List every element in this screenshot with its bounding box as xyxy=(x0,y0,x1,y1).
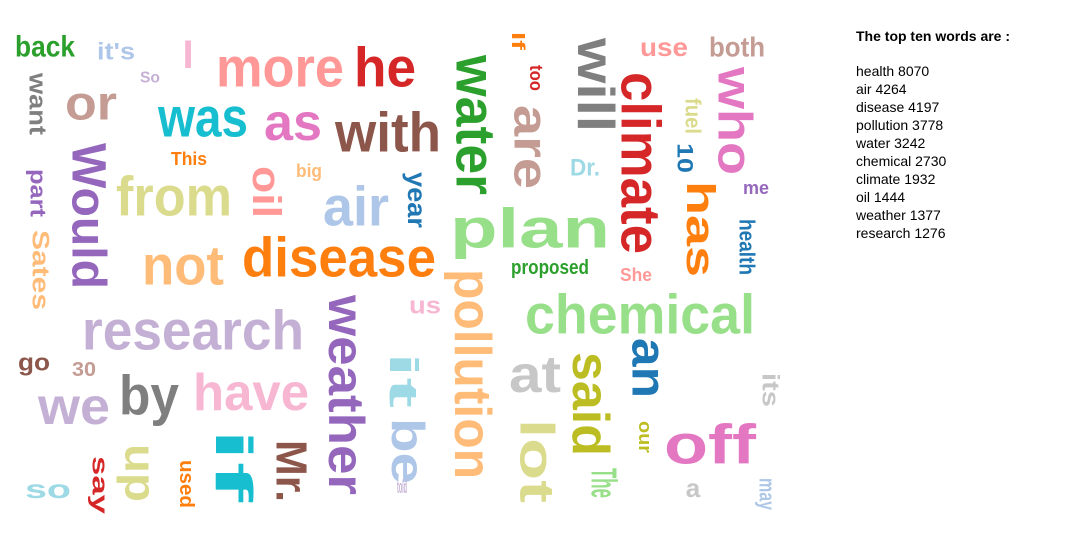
top-word-item: water 3242 xyxy=(856,135,926,151)
cloud-word: Mr. xyxy=(267,440,316,502)
cloud-word: me xyxy=(743,178,769,198)
cloud-word: are xyxy=(504,105,557,189)
cloud-word: plan xyxy=(450,197,610,260)
cloud-word: from xyxy=(116,165,232,228)
cloud-word: both xyxy=(709,32,765,63)
cloud-word: used xyxy=(175,460,197,508)
cloud-word: off xyxy=(664,413,756,476)
cloud-word: lot xyxy=(510,419,563,503)
cloud-word: big xyxy=(296,161,322,181)
cloud-word: at xyxy=(509,346,561,404)
cloud-word: research xyxy=(82,299,304,362)
cloud-word: an xyxy=(622,338,675,398)
cloud-word: who xyxy=(708,66,761,175)
cloud-word: it xyxy=(381,352,425,408)
cloud-word: told xyxy=(397,477,407,497)
cloud-word: She xyxy=(620,265,652,285)
cloud-word: Would xyxy=(62,143,115,289)
cloud-word: by xyxy=(119,364,179,427)
cloud-word: we xyxy=(37,378,110,436)
top-words-panel: The top ten words are : health 8070 air 4… xyxy=(856,28,1076,242)
cloud-word: us xyxy=(409,293,441,320)
cloud-word: he xyxy=(354,36,416,99)
cloud-word: 30 xyxy=(72,359,96,381)
cloud-word: more xyxy=(216,36,344,99)
cloud-word: said xyxy=(561,352,619,456)
top-word-item: health 8070 xyxy=(856,63,930,79)
cloud-word: Dr. xyxy=(570,155,600,182)
cloud-word: it's xyxy=(97,39,135,66)
cloud-word: may xyxy=(755,478,780,511)
cloud-word: air xyxy=(323,175,389,238)
cloud-word: The xyxy=(584,468,625,498)
cloud-word: fuel xyxy=(681,98,706,134)
cloud-word: a xyxy=(686,473,701,503)
cloud-word: weather xyxy=(318,294,374,495)
top-word-item: weather 1377 xyxy=(856,207,941,223)
cloud-word: go xyxy=(18,350,50,377)
cloud-word: So xyxy=(140,70,160,87)
cloud-word: health xyxy=(735,219,760,275)
cloud-word: or xyxy=(65,78,117,131)
cloud-word: proposed xyxy=(511,257,589,279)
cloud-word: so xyxy=(25,474,71,504)
cloud-word: as xyxy=(264,94,322,152)
cloud-word: will xyxy=(566,37,624,132)
cloud-word: If xyxy=(508,32,528,52)
cloud-word: up xyxy=(116,444,165,502)
cloud-word: back xyxy=(15,31,75,64)
cloud-word: climate xyxy=(610,72,673,254)
top-word-item: research 1276 xyxy=(856,225,946,241)
cloud-word: if xyxy=(204,428,262,504)
cloud-word: water xyxy=(445,54,508,195)
cloud-word: want xyxy=(24,72,51,135)
cloud-word: chemical xyxy=(525,283,755,346)
cloud-word: not xyxy=(142,234,224,297)
cloud-word: our xyxy=(635,421,655,453)
cloud-word: 10 xyxy=(673,143,698,173)
cloud-word: use xyxy=(640,32,688,62)
cloud-word: part xyxy=(26,169,51,218)
cloud-word: disease xyxy=(242,226,436,289)
cloud-word: with xyxy=(334,101,441,164)
cloud-word: be xyxy=(382,418,434,484)
top-word-item: chemical 2730 xyxy=(856,153,947,169)
cloud-word: its xyxy=(757,373,784,407)
cloud-word: I xyxy=(182,33,193,77)
cloud-word: has xyxy=(678,181,722,277)
top-word-item: climate 1932 xyxy=(856,171,936,187)
cloud-word: oil xyxy=(244,166,288,218)
top-word-item: disease 4197 xyxy=(856,99,940,115)
cloud-word: This xyxy=(171,149,207,169)
cloud-word: year xyxy=(402,172,432,228)
top-word-item: air 4264 xyxy=(856,81,907,97)
cloud-word: was xyxy=(157,86,248,149)
panel-title: The top ten words are : xyxy=(856,28,1011,44)
top-word-item: pollution 3778 xyxy=(856,117,944,133)
top-words-list: health 8070 air 4264 disease 4197 pollution… xyxy=(856,62,1076,242)
cloud-word: pollution xyxy=(443,269,501,479)
cloud-word: too xyxy=(526,65,546,91)
top-word-item: oil 1444 xyxy=(856,189,906,205)
cloud-word: say xyxy=(88,456,113,515)
cloud-word: have xyxy=(193,364,309,422)
cloud-word: Sates xyxy=(27,230,54,310)
